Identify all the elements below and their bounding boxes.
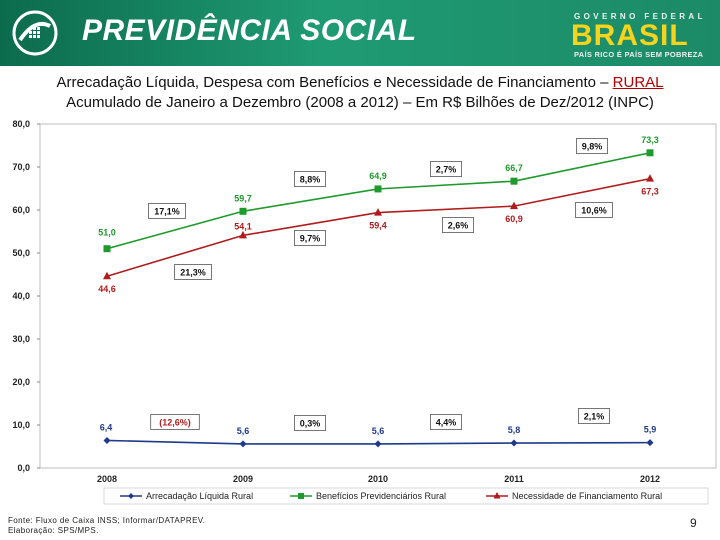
data-label: 51,0	[98, 228, 116, 238]
data-label: 73,3	[641, 135, 659, 145]
arrecadacao-growth-label: 0,3%	[300, 419, 321, 429]
data-point-triangle	[510, 201, 518, 210]
necessidade-growth-label: 10,6%	[581, 206, 607, 216]
beneficios-growth-label: 8,8%	[300, 175, 321, 185]
y-tick-label: 80,0	[12, 119, 30, 129]
x-tick-label: 2009	[233, 474, 253, 484]
x-tick-label: 2010	[368, 474, 388, 484]
data-point-triangle	[374, 208, 382, 216]
necessidade-growth-label-box	[293, 230, 326, 246]
beneficios-growth-label-box	[429, 161, 462, 177]
data-label: 66,7	[505, 163, 523, 173]
y-tick-label: 20,0	[12, 377, 30, 387]
data-point-diamond	[239, 440, 247, 448]
y-tick-label: 70,0	[12, 162, 30, 172]
data-point-triangle	[646, 174, 654, 182]
arrecadacao-growth-label-box	[293, 415, 326, 431]
line-chart: 0,0 10,0 20,0 30,0 40,0 50,0 60,0 70,0 80,0 2008 2…	[12, 119, 717, 505]
title-line-1-text: Arrecadação Líquida, Despesa com Benefíc…	[56, 74, 613, 91]
data-label: 6,4	[100, 422, 113, 432]
necessidade-growth-label: 9,7%	[300, 234, 321, 244]
legend-label: Necessidade de Financiamento Rural	[512, 491, 662, 501]
arrecadacao-growth-label-box	[429, 414, 462, 430]
data-point-diamond	[510, 439, 518, 447]
data-label: 59,4	[369, 221, 387, 231]
necessidade-growth-label: 2,6%	[448, 221, 469, 231]
data-point-square	[510, 177, 518, 185]
x-tick-label: 2011	[504, 474, 524, 484]
beneficios-growth-label: 9,8%	[582, 142, 603, 152]
y-tick-label: 0,0	[17, 463, 30, 473]
data-point-diamond	[374, 440, 382, 448]
title-line-2: Acumulado de Janeiro a Dezembro (2008 a …	[66, 94, 654, 111]
legend-frame	[103, 487, 709, 505]
data-point-diamond	[646, 439, 654, 447]
y-tick-label: 60,0	[12, 205, 30, 215]
arrecadacao-growth-label: 2,1%	[584, 412, 605, 422]
header-banner: PREVIDÊNCIA SOCIAL GOVERNO FEDERAL BRASI…	[0, 0, 720, 66]
title-highlight: RURAL	[612, 74, 664, 91]
data-label: 64,9	[369, 171, 387, 181]
beneficios-growth-label-box	[576, 138, 609, 154]
gov-label: GOVERNO FEDERAL	[574, 12, 706, 21]
legend-marker-square	[298, 493, 304, 499]
arrecadacao-growth-label-box	[150, 414, 200, 430]
data-label: 54,1	[234, 221, 252, 231]
gov-slogan: PAÍS RICO É PAÍS SEM POBREZA	[574, 50, 704, 59]
necessidade-growth-label-box	[575, 202, 613, 218]
beneficios-growth-label: 17,1%	[154, 207, 180, 217]
x-tick-label: 2012	[640, 474, 660, 484]
y-tick-label: 50,0	[12, 248, 30, 258]
beneficios-growth-label-box	[293, 171, 326, 187]
beneficios-growth-label: 2,7%	[436, 165, 457, 175]
data-label: 44,6	[98, 284, 116, 294]
beneficios-growth-label-box	[148, 203, 186, 219]
chart-title: Arrecadação Líquida, Despesa com Benefíc…	[0, 73, 720, 113]
data-point-square	[239, 207, 247, 215]
data-label: 5,9	[644, 425, 657, 435]
data-label: 67,3	[641, 187, 659, 197]
credit-text: Elaboração: SPS/MPS.	[8, 526, 99, 535]
page-number: 9	[690, 516, 697, 530]
data-point-triangle	[239, 230, 247, 239]
y-tick-label: 30,0	[12, 334, 30, 344]
legend-marker-triangle	[493, 492, 501, 499]
brand-title: PREVIDÊNCIA SOCIAL	[82, 14, 417, 47]
data-point-triangle	[103, 271, 111, 280]
previdencia-logo-icon	[12, 10, 58, 56]
source-note: Fonte: Fluxo de Caixa INSS; Informar/DAT…	[8, 516, 205, 536]
data-point-square	[103, 245, 111, 253]
arrecadacao-growth-label: 4,4%	[436, 418, 457, 428]
data-label: 5,8	[508, 425, 521, 435]
legend-label: Arrecadação Líquida Rural	[146, 491, 253, 501]
necessidade-growth-label-box	[174, 264, 212, 280]
source-text: Fonte: Fluxo de Caixa INSS; Informar/DAT…	[8, 516, 206, 525]
y-tick-label: 10,0	[12, 420, 30, 430]
arrecadacao-growth-label: (12,6%)	[159, 418, 191, 428]
x-tick-label: 2008	[97, 474, 117, 484]
brasil-logo-text: BRASIL	[571, 19, 689, 52]
necessidade-growth-label: 21,3%	[180, 268, 206, 278]
arrecadacao-growth-label-box	[578, 408, 611, 424]
title-line-1: Arrecadação Líquida, Despesa com Benefíc…	[0, 73, 720, 93]
data-label: 59,7	[234, 193, 252, 203]
legend-label: Benefícios Previdenciários Rural	[316, 491, 446, 501]
data-label: 60,9	[505, 214, 523, 224]
header-background	[0, 0, 720, 66]
y-tick-label: 40,0	[12, 291, 30, 301]
data-label: 5,6	[372, 426, 385, 436]
data-point-diamond	[103, 436, 111, 444]
data-label: 5,6	[237, 426, 250, 436]
data-point-square	[646, 149, 654, 157]
legend-marker-diamond	[128, 493, 134, 499]
data-point-square	[374, 185, 382, 193]
necessidade-growth-label-box	[441, 217, 474, 233]
